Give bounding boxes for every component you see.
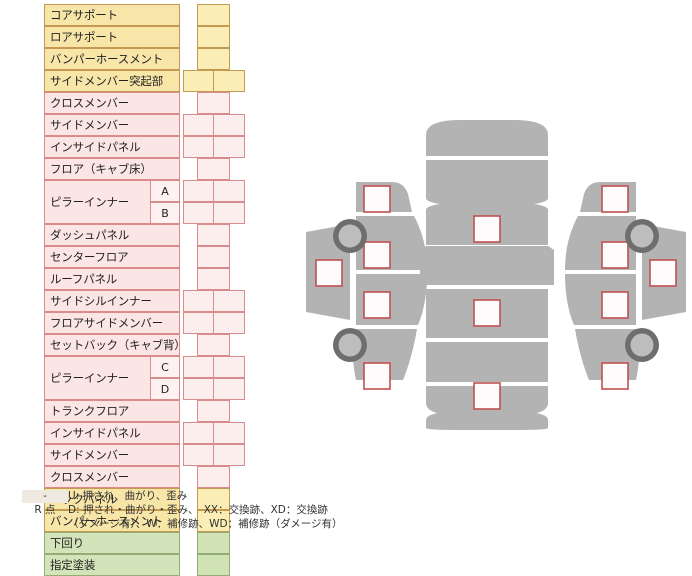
wheel-left-rear (333, 328, 367, 362)
table-row-label: 指定塗装 (44, 554, 180, 576)
damage-grid-cell[interactable] (183, 356, 214, 378)
table-row-label: クロスメンバー (44, 466, 180, 488)
damage-grid-cell[interactable] (197, 488, 230, 510)
legend-key-dash: - (22, 490, 68, 503)
damage-grid-cell[interactable] (213, 114, 245, 136)
damage-grid-cell[interactable] (213, 70, 245, 92)
marker-left-2[interactable] (363, 241, 391, 269)
table-row-label: コアサポート (44, 4, 180, 26)
wheel-left-front (333, 219, 367, 253)
damage-grid-cell[interactable] (197, 48, 230, 70)
center-panel-front-bumper (426, 120, 548, 156)
marker-right-4[interactable] (601, 362, 629, 390)
center-top-view (420, 120, 554, 430)
damage-grid-cell[interactable] (213, 444, 245, 466)
damage-grid-cell[interactable] (197, 158, 230, 180)
damage-grid-cell[interactable] (213, 136, 245, 158)
damage-grid-cell[interactable] (183, 290, 214, 312)
table-row-label: インサイドパネル (44, 136, 180, 158)
marker-left-1[interactable] (363, 185, 391, 213)
legend-text-u: U: 押され、曲がり、歪み (68, 490, 188, 502)
table-row-label: フロア（キャブ床） (44, 158, 180, 180)
damage-grid-cell[interactable] (197, 4, 230, 26)
table-row-label: セットバック（キャブ背） (44, 334, 180, 356)
table-row-label: ロアサポート (44, 26, 180, 48)
table-row-label: フロアサイドメンバー (44, 312, 180, 334)
damage-grid-cell[interactable] (213, 378, 245, 400)
damage-grid-cell[interactable] (183, 70, 214, 92)
damage-grid-cell[interactable] (197, 268, 230, 290)
damage-grid-cell[interactable] (197, 334, 230, 356)
inspection-sheet: コアサポート ロアサポート バンパーホースメント サイドメンバー突起部 クロスメンバーサ… (22, 4, 692, 576)
wheel-right-front (625, 219, 659, 253)
structure-table: コアサポート ロアサポート バンパーホースメント サイドメンバー突起部 クロスメンバーサ… (44, 4, 246, 576)
marker-right-1[interactable] (601, 185, 629, 213)
center-panel-roof (420, 246, 554, 285)
marker-left-3[interactable] (363, 291, 391, 319)
legend: - U: 押され、曲がり、歪み R 点 D: 押され・曲がり・歪み、 XX：交換… (22, 490, 372, 531)
wheel-right-rear (625, 328, 659, 362)
damage-grid-cell[interactable] (213, 180, 245, 202)
damage-grid-cell[interactable] (197, 224, 230, 246)
table-row-label: ダッシュパネル (44, 224, 180, 246)
right-side-view (565, 182, 686, 390)
table-row-subcode: D (150, 378, 180, 400)
table-row-label: サイドメンバー (44, 444, 180, 466)
legend-row-3: （ダメージ有）、W：補修跡、WD：補修跡（ダメージ有） (68, 518, 343, 530)
center-panel-rear-bumper (426, 411, 548, 430)
table-row-label: クロスメンバー (44, 92, 180, 114)
marker-left-4[interactable] (363, 362, 391, 390)
vehicle-diagram: .bd{fill:#b3b3b3;} .mk{fill:#fdfbfb;stro… (300, 120, 692, 430)
legend-row-1: - U: 押され、曲がり、歪み (22, 490, 372, 503)
damage-grid-cell[interactable] (197, 466, 230, 488)
damage-grid-cell[interactable] (183, 202, 214, 224)
center-panel-hood (426, 160, 548, 206)
damage-grid-cell[interactable] (197, 532, 230, 554)
damage-grid-cell[interactable] (213, 202, 245, 224)
table-row-label: インサイドパネル (44, 422, 180, 444)
marker-center-3[interactable] (473, 382, 501, 410)
table-row-label: サイドメンバー (44, 114, 180, 136)
damage-grid-cell[interactable] (183, 378, 214, 400)
damage-grid-cell[interactable] (197, 400, 230, 422)
marker-right-2[interactable] (601, 241, 629, 269)
table-row-label: サイドメンバー突起部 (44, 70, 180, 92)
damage-grid-cell[interactable] (183, 444, 214, 466)
damage-grid-cell[interactable] (213, 356, 245, 378)
damage-grid-cell[interactable] (197, 26, 230, 48)
damage-grid-cell[interactable] (183, 136, 214, 158)
damage-grid-cell[interactable] (213, 290, 245, 312)
table-row-label: ルーフパネル (44, 268, 180, 290)
table-row-label: サイドシルインナー (44, 290, 180, 312)
damage-grid-cell[interactable] (183, 180, 214, 202)
marker-center-1[interactable] (473, 215, 501, 243)
damage-grid-cell[interactable] (183, 114, 214, 136)
center-panel-trunk (426, 342, 548, 382)
damage-grid-cell[interactable] (197, 246, 230, 268)
marker-left-outer[interactable] (315, 259, 343, 287)
left-side-view (306, 182, 427, 390)
legend-row-2: R 点 D: 押され・曲がり・歪み、 XX：交換跡、XD：交換跡 (22, 504, 372, 517)
table-row-label: センターフロア (44, 246, 180, 268)
marker-right-outer[interactable] (649, 259, 677, 287)
table-row-label: バンパーホースメント (44, 510, 180, 532)
table-row-label: トランクフロア (44, 400, 180, 422)
table-row-subcode: C (150, 356, 180, 378)
damage-grid-cell[interactable] (197, 510, 230, 532)
marker-right-3[interactable] (601, 291, 629, 319)
damage-grid-cell[interactable] (183, 422, 214, 444)
legend-key-rpoint: R 点 (34, 504, 56, 516)
damage-grid-cell[interactable] (197, 554, 230, 576)
table-row-label: 下回り (44, 532, 180, 554)
damage-grid-cell[interactable] (213, 312, 245, 334)
table-row-label: バンパーホースメント (44, 48, 180, 70)
damage-grid-cell[interactable] (213, 422, 245, 444)
damage-grid-cell[interactable] (183, 312, 214, 334)
legend-text-d: D: 押され・曲がり・歪み、 XX：交換跡、XD：交換跡 (68, 504, 328, 516)
damage-grid-cell[interactable] (197, 92, 230, 114)
table-row-subcode: A (150, 180, 180, 202)
marker-center-2[interactable] (473, 299, 501, 327)
table-row-subcode: B (150, 202, 180, 224)
